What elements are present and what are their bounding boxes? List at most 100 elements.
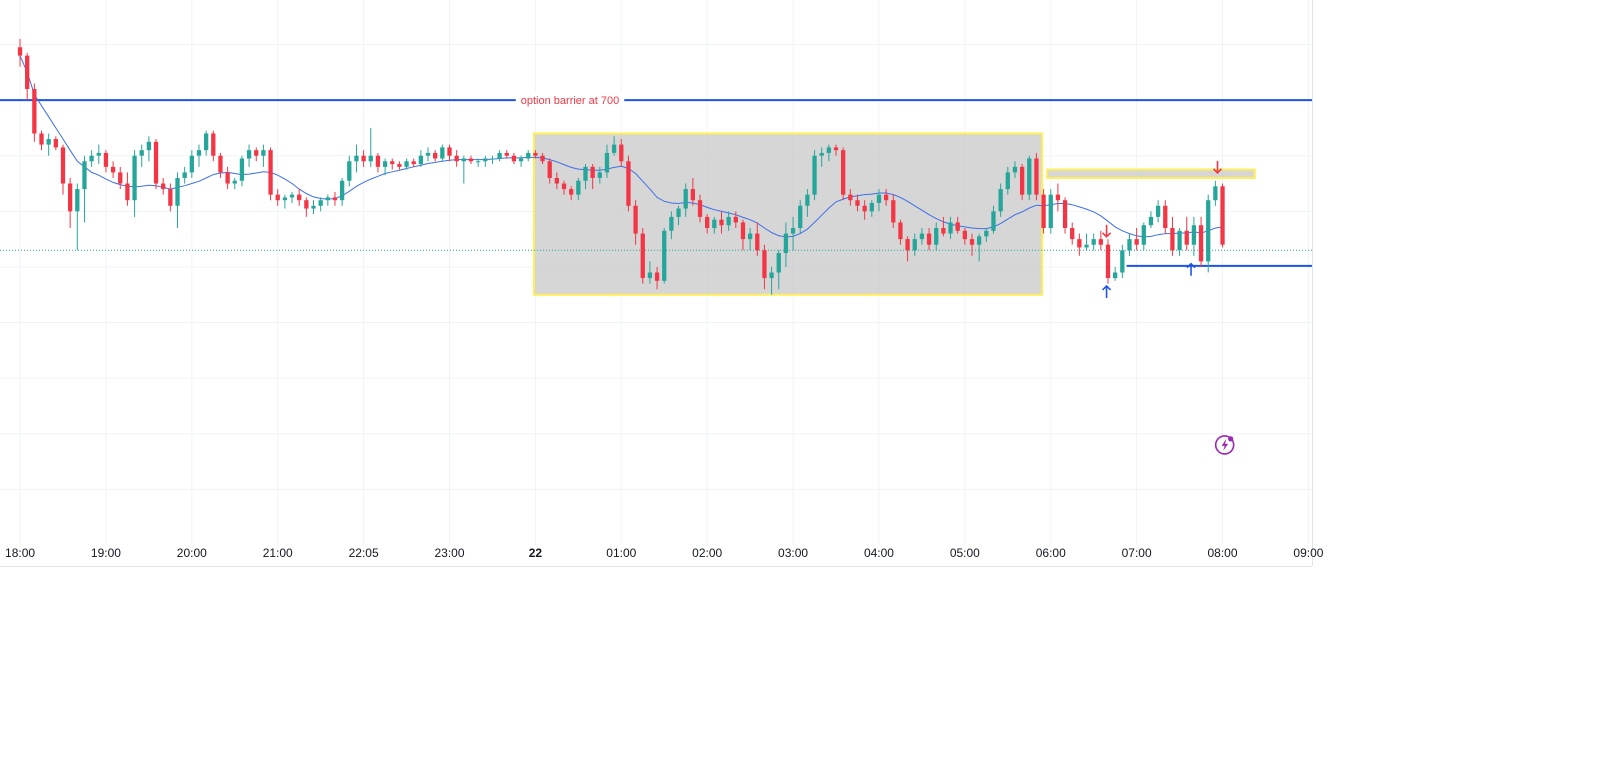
candle-body [1177, 230, 1182, 251]
candle-body [547, 161, 552, 178]
signals-layer [1102, 160, 1235, 455]
candle-body [347, 161, 352, 181]
candle-body [712, 219, 717, 229]
candle-body [697, 200, 703, 217]
time-axis-label: 02:00 [692, 546, 722, 560]
candle-body [969, 239, 975, 245]
candle-body [783, 233, 789, 254]
candle-body [1141, 225, 1146, 245]
candle-body [1206, 200, 1211, 262]
candle-body [25, 55, 30, 89]
price-lines-layer[interactable]: option barrier at 700 [0, 92, 1312, 267]
option-barrier-label: option barrier at 700 [521, 95, 619, 107]
candle-body [984, 230, 989, 237]
candle-body [1005, 172, 1010, 190]
time-axis-label: 01:00 [606, 546, 636, 560]
candle-body [254, 150, 259, 156]
time-axis-label: 04:00 [864, 546, 894, 560]
candle-body [611, 144, 617, 153]
candle-body [425, 152, 431, 156]
candle-body [805, 194, 810, 206]
arrow-head [1212, 168, 1223, 174]
candle-body [898, 222, 903, 240]
candle-body [934, 228, 939, 245]
time-axis-label: 08:00 [1208, 546, 1238, 560]
candle-body [118, 172, 123, 184]
time-axis-label: 20:00 [177, 546, 207, 560]
candle-body [132, 155, 137, 201]
candle-body [833, 147, 839, 151]
candle-body [189, 155, 194, 173]
candle-body [311, 205, 316, 209]
candle-body [110, 166, 116, 173]
candle-body [1127, 239, 1132, 251]
candle-body [719, 219, 724, 226]
candle-body [1084, 244, 1089, 248]
time-axis-label: 09:00 [1293, 546, 1323, 560]
candle-body [1191, 225, 1197, 245]
time-axis[interactable]: 18:00 19:00 20:00 21:00 22:05 23:00 22 01:00 02:… [5, 546, 1324, 560]
candle-body [153, 141, 159, 184]
candle-body [103, 152, 109, 167]
time-axis-label: 18:00 [5, 546, 35, 560]
candle-body [1198, 225, 1204, 262]
candle-body [640, 233, 645, 279]
candle-body [1163, 205, 1168, 229]
candle-body [332, 197, 338, 201]
candle-body [239, 158, 245, 181]
range-box[interactable] [532, 132, 1044, 296]
candle-body [905, 239, 910, 251]
candle-body [318, 200, 323, 206]
time-axis-label: 06:00 [1036, 546, 1066, 560]
candle-body [161, 183, 166, 190]
candle-body [926, 233, 932, 245]
candle-body [375, 155, 381, 167]
arrow-head [1102, 232, 1112, 238]
candle-body [683, 189, 688, 209]
candle-body [883, 194, 889, 201]
candle-body [461, 158, 466, 162]
arrow-up-icon [1102, 284, 1112, 298]
candle-body [998, 189, 1003, 212]
candle-body [475, 161, 481, 163]
candle-body [869, 202, 874, 212]
candle-body [654, 272, 660, 281]
candle-body [747, 233, 753, 240]
candle-body [232, 180, 237, 184]
candle-body [826, 147, 832, 153]
candle-body [597, 172, 602, 178]
time-axis-label: 07:00 [1122, 546, 1152, 560]
candle-body [1041, 194, 1046, 229]
candle-body [762, 250, 767, 279]
candle-body [225, 172, 230, 184]
candle-body [798, 205, 803, 229]
candle-body [590, 166, 595, 178]
candle-body [576, 180, 581, 195]
candle-body [876, 194, 882, 203]
candle-body [1213, 186, 1218, 201]
alert-icon-bolt [1221, 438, 1229, 451]
candle-body [282, 197, 288, 201]
resistance-zone-box[interactable] [1046, 168, 1256, 179]
candle-body [554, 177, 560, 184]
candle-body [504, 152, 509, 156]
candle-body [483, 158, 488, 162]
candle-body [404, 161, 409, 167]
candle-body [17, 47, 23, 56]
candle-body [540, 155, 545, 162]
candle-body [790, 228, 796, 234]
candle-body [182, 172, 187, 178]
candle-body [60, 147, 66, 184]
candle-body [633, 205, 638, 234]
candle-body [855, 200, 860, 206]
candle-body [490, 158, 495, 160]
candle-body [203, 133, 209, 151]
candle-body [955, 222, 960, 231]
candle-body [32, 88, 37, 134]
candle-body [812, 155, 817, 195]
alert-lightning-icon[interactable] [1214, 435, 1235, 455]
candle-body [1220, 186, 1225, 245]
candle-body [175, 177, 180, 206]
